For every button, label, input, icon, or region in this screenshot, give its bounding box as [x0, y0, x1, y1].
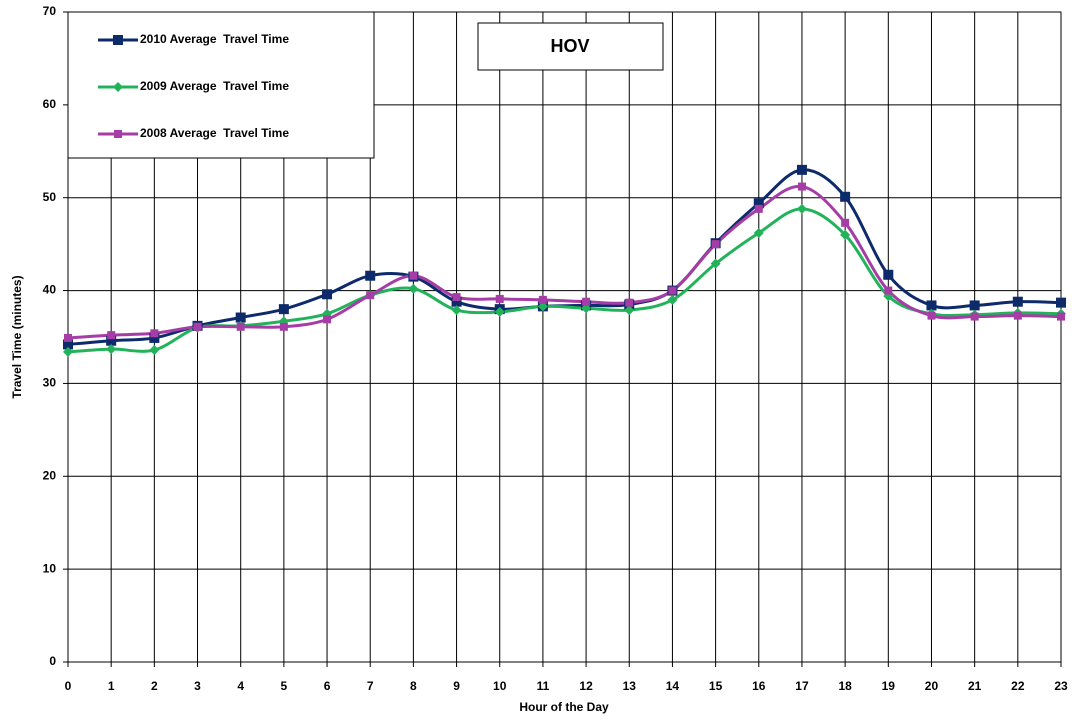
x-tick-label: 2: [151, 679, 158, 693]
data-point: [63, 339, 73, 350]
data-point: [538, 295, 547, 304]
x-axis-label: Hour of the Day: [519, 700, 609, 714]
data-point: [106, 344, 117, 355]
y-tick-label: 60: [43, 97, 57, 111]
data-point: [278, 304, 289, 315]
legend: 2010 Average Travel Time 2009 Average Tra…: [67, 11, 375, 159]
data-point: [495, 294, 504, 303]
x-tick-label: 17: [795, 679, 809, 693]
data-point: [668, 286, 677, 295]
data-point: [494, 306, 505, 317]
y-tick-label: 70: [43, 4, 57, 18]
data-point: [710, 258, 721, 269]
data-point: [107, 331, 116, 340]
y-tick-label: 30: [43, 376, 57, 390]
data-point: [667, 294, 678, 305]
data-point: [753, 198, 764, 209]
data-point: [235, 312, 246, 323]
data-point: [841, 218, 850, 227]
x-tick-label: 5: [281, 679, 288, 693]
legend-label: 2009 Average Travel Time: [140, 79, 289, 93]
data-point: [927, 311, 936, 320]
data-point: [754, 204, 763, 213]
data-point: [1057, 312, 1065, 321]
data-point: [323, 315, 332, 324]
x-tick-label: 16: [752, 679, 766, 693]
data-point: [797, 182, 806, 191]
data-point: [279, 322, 288, 331]
data-point: [753, 228, 764, 238]
data-point: [106, 335, 117, 346]
data-point: [113, 35, 123, 45]
data-point: [883, 269, 894, 280]
x-tick-label: 23: [1054, 679, 1068, 693]
data-point: [408, 283, 419, 294]
data-point: [624, 305, 635, 316]
x-tick-label: 11: [537, 679, 550, 693]
data-point: [1012, 296, 1023, 307]
data-point: [366, 291, 375, 300]
y-tick-label: 10: [43, 561, 57, 575]
data-point: [711, 240, 720, 249]
x-tick-label: 13: [623, 679, 637, 693]
data-point: [451, 305, 462, 316]
data-point: [451, 296, 462, 307]
x-tick-label: 21: [968, 679, 982, 693]
x-tick-label: 20: [925, 679, 939, 693]
y-tick-label: 40: [43, 283, 57, 297]
x-tick-label: 22: [1011, 679, 1025, 693]
data-point: [625, 298, 634, 307]
data-point: [1013, 311, 1022, 320]
legend-label: 2010 Average Travel Time: [140, 32, 289, 46]
x-tick-label: 6: [324, 679, 331, 693]
data-point: [64, 333, 72, 342]
data-point: [409, 271, 418, 280]
x-tick-label: 19: [882, 679, 896, 693]
data-point: [149, 345, 160, 355]
y-tick-label: 0: [49, 654, 56, 668]
x-tick-label: 12: [579, 679, 593, 693]
data-point: [322, 289, 333, 300]
data-point: [236, 322, 245, 331]
legend-label: 2008 Average Travel Time: [140, 126, 289, 140]
x-tick-label: 18: [838, 679, 852, 693]
y-tick-label: 50: [43, 190, 57, 204]
data-point: [452, 293, 461, 302]
data-point: [884, 286, 893, 295]
y-axis-label: Travel Time (minutes): [10, 275, 24, 398]
x-tick-label: 14: [666, 679, 680, 693]
data-point: [113, 82, 123, 92]
data-point: [1056, 297, 1066, 308]
data-point: [365, 270, 376, 281]
data-point: [114, 130, 122, 138]
data-point: [796, 164, 807, 175]
annotation-box: [477, 22, 664, 71]
data-point: [150, 329, 159, 338]
data-point: [582, 297, 591, 306]
x-tick-label: 1: [108, 679, 115, 693]
x-tick-label: 3: [194, 679, 201, 693]
x-tick-label: 4: [237, 679, 244, 693]
data-point: [969, 300, 980, 311]
data-point: [63, 346, 73, 357]
data-point: [926, 300, 937, 311]
data-point: [970, 312, 979, 321]
data-point: [840, 191, 851, 202]
x-tick-label: 7: [367, 679, 374, 693]
annotation: HOV: [550, 36, 589, 56]
x-tick-label: 8: [410, 679, 417, 693]
data-point: [840, 229, 851, 240]
x-tick-label: 0: [65, 679, 72, 693]
x-tick-label: 9: [453, 679, 460, 693]
x-tick-label: 10: [493, 679, 507, 693]
data-point: [149, 332, 160, 343]
x-tick-label: 15: [709, 679, 723, 693]
data-point: [193, 322, 202, 331]
y-tick-label: 20: [43, 468, 57, 482]
data-point: [796, 203, 807, 214]
